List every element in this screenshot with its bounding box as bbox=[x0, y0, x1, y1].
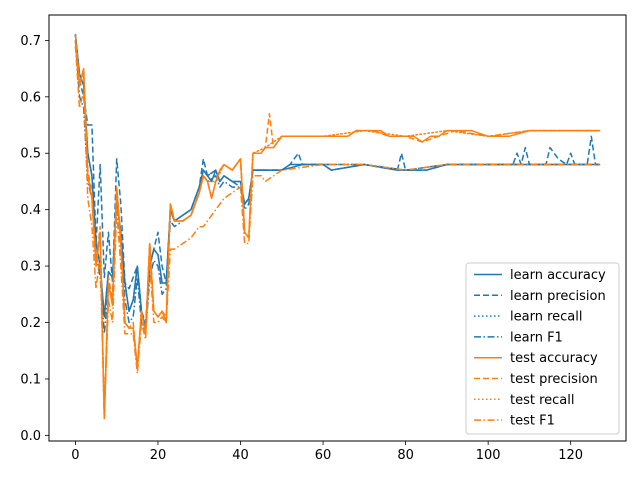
x-axis: 0 20 40 60 80 100 120 bbox=[71, 441, 583, 463]
y-tick-label: 0.5 bbox=[20, 147, 41, 162]
legend: learn accuracy learn precision learn recal… bbox=[465, 262, 620, 435]
x-tick-label: 60 bbox=[315, 448, 332, 463]
legend-label: learn accuracy bbox=[510, 268, 606, 283]
legend-box bbox=[465, 262, 620, 435]
series-line-learn-precision bbox=[74, 34, 600, 324]
y-tick-label: 0.4 bbox=[20, 203, 41, 218]
x-tick-label: 20 bbox=[150, 448, 167, 463]
x-tick-label: 100 bbox=[476, 448, 501, 463]
y-tick-label: 0.0 bbox=[20, 429, 41, 444]
series-line-learn-recall bbox=[74, 34, 601, 329]
x-tick-label: 120 bbox=[558, 448, 583, 463]
series-line-test-f1 bbox=[74, 45, 600, 420]
y-tick-label: 0.7 bbox=[20, 34, 41, 49]
legend-label: test accuracy bbox=[510, 351, 598, 366]
y-tick-label: 0.1 bbox=[20, 372, 41, 387]
y-tick-label: 0.3 bbox=[20, 260, 41, 275]
legend-label: learn recall bbox=[510, 310, 582, 325]
legend-label: test precision bbox=[510, 372, 598, 387]
legend-label: test F1 bbox=[510, 414, 555, 429]
y-tick-label: 0.6 bbox=[20, 90, 41, 105]
legend-label: learn precision bbox=[510, 289, 606, 304]
plot-lines bbox=[74, 34, 601, 420]
y-tick-label: 0.2 bbox=[20, 316, 41, 331]
x-tick-label: 80 bbox=[397, 448, 414, 463]
series-line-test-recall bbox=[74, 39, 601, 420]
y-axis: 0.0 0.1 0.2 0.3 0.4 0.5 0.6 0.7 bbox=[20, 34, 49, 444]
x-tick-label: 0 bbox=[71, 448, 79, 463]
plot-frame bbox=[48, 14, 627, 442]
x-tick-label: 40 bbox=[232, 448, 249, 463]
legend-label: test recall bbox=[510, 393, 575, 408]
legend-label: learn F1 bbox=[510, 330, 563, 345]
